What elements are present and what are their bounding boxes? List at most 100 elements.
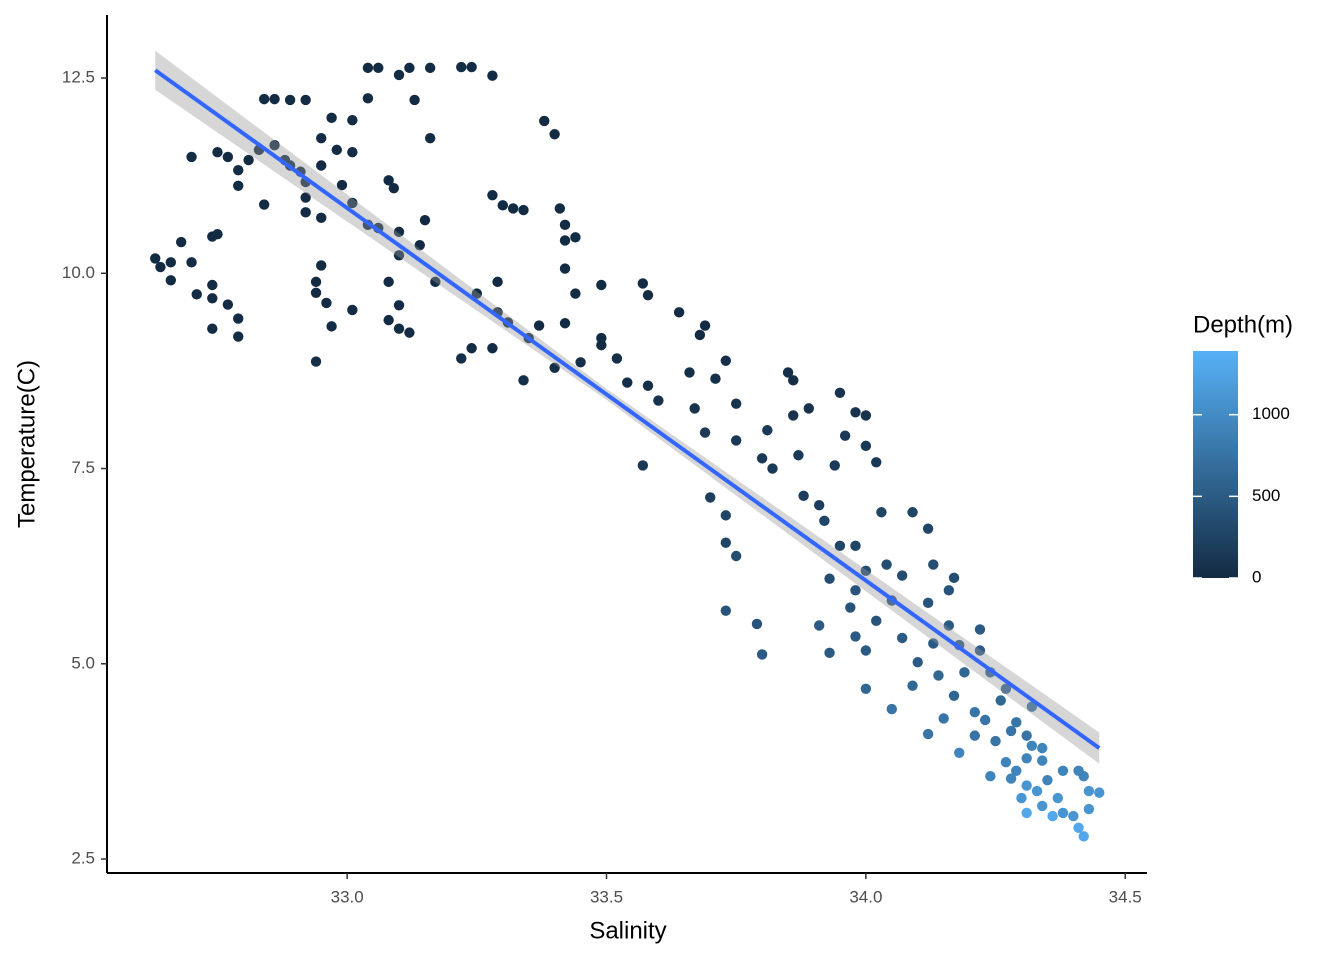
point (928, 638, 939, 649)
point (969, 730, 980, 741)
point (383, 314, 394, 326)
point (533, 320, 545, 331)
point (430, 276, 441, 288)
point (642, 380, 654, 391)
point (596, 279, 607, 291)
point (393, 300, 405, 311)
point (1011, 717, 1022, 728)
point (518, 375, 529, 386)
point (233, 180, 244, 192)
point (1021, 780, 1032, 791)
point (896, 570, 908, 581)
point (1057, 765, 1069, 776)
point (782, 367, 794, 378)
point (310, 276, 322, 288)
point (850, 585, 861, 596)
point (954, 747, 965, 759)
point (803, 403, 815, 414)
point (653, 395, 664, 406)
point (497, 200, 508, 211)
point (922, 523, 934, 534)
x-tick-label: 33.5 (590, 887, 623, 906)
point (331, 144, 342, 156)
point (466, 61, 477, 73)
point (824, 573, 835, 584)
colorbar-tick-label: 1000 (1252, 404, 1290, 423)
point (326, 321, 337, 332)
point (689, 403, 700, 414)
point (751, 618, 763, 630)
y-tick-label: 10.0 (62, 263, 95, 282)
x-tick-label: 33.0 (331, 887, 364, 906)
point (373, 62, 384, 74)
point (1037, 800, 1048, 812)
point (492, 276, 503, 288)
point (362, 93, 374, 104)
point (637, 460, 649, 471)
point (388, 182, 400, 194)
point (456, 353, 467, 364)
point (922, 597, 934, 609)
point (1068, 810, 1079, 822)
point (860, 440, 872, 452)
point (1037, 742, 1048, 754)
point (974, 624, 986, 635)
point (922, 728, 934, 740)
point (969, 706, 980, 718)
point (699, 320, 711, 331)
point (424, 132, 436, 144)
point (269, 93, 280, 105)
point (347, 147, 358, 158)
point (347, 304, 358, 316)
point (336, 179, 348, 191)
point (907, 680, 918, 691)
point (720, 510, 732, 521)
fit-line (154, 68, 1101, 750)
point (207, 293, 218, 304)
point (570, 288, 581, 299)
point (347, 114, 358, 126)
point (1083, 785, 1095, 797)
point (549, 129, 560, 140)
point (850, 407, 861, 418)
point (730, 435, 742, 446)
point (424, 62, 436, 74)
point (518, 204, 529, 216)
legend-title: Depth(m) (1193, 311, 1293, 338)
point (559, 318, 571, 329)
point (207, 279, 218, 291)
point (362, 62, 374, 74)
point (393, 226, 405, 238)
point (938, 713, 949, 724)
x-axis-title: Salinity (589, 917, 666, 944)
point (710, 373, 721, 384)
point (974, 645, 986, 656)
point (487, 343, 498, 354)
point (316, 260, 327, 271)
point (730, 398, 742, 409)
point (907, 507, 918, 518)
colorbar-tick-label: 500 (1252, 486, 1280, 505)
point (258, 93, 270, 105)
point (165, 275, 177, 286)
y-tick-label: 2.5 (71, 849, 95, 868)
point (186, 257, 197, 268)
point (1000, 756, 1012, 768)
point (845, 602, 856, 613)
point (222, 299, 234, 310)
point (1031, 785, 1043, 797)
point (559, 235, 571, 246)
point (404, 327, 415, 338)
point (1057, 807, 1069, 819)
point (788, 410, 799, 421)
point (793, 450, 804, 461)
point (611, 353, 623, 364)
point (860, 565, 872, 577)
point (1073, 822, 1084, 833)
point (1021, 730, 1032, 741)
point (990, 735, 1001, 747)
point (871, 457, 882, 468)
point (1047, 810, 1058, 822)
point (155, 261, 166, 273)
point (979, 714, 991, 726)
